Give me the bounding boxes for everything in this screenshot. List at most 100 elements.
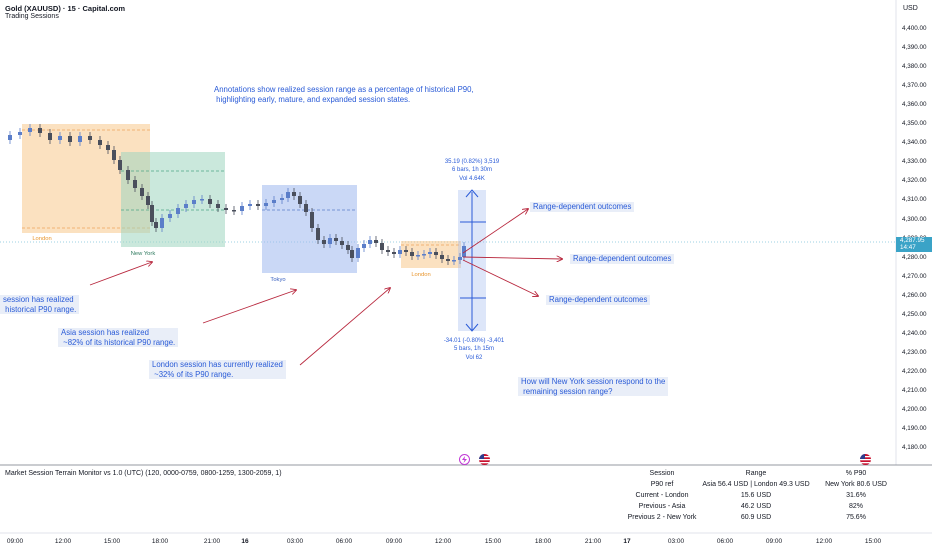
candle-body <box>380 243 384 250</box>
table-header-cell: Range <box>745 470 767 477</box>
candle-body <box>112 150 116 160</box>
time-tick-label: 06:00 <box>716 538 734 545</box>
session-label-new-york: New York <box>130 251 156 257</box>
candle-body <box>133 180 137 188</box>
price-tick-label: 4,190.00 <box>902 425 927 433</box>
candle-body <box>58 136 62 140</box>
candle-body <box>146 196 150 205</box>
candle-body <box>8 135 12 140</box>
price-tick-label: 4,280.00 <box>902 253 927 261</box>
price-tick-label: 4,320.00 <box>902 177 927 185</box>
price-tick-label: 4,230.00 <box>902 348 927 356</box>
london-realized-note[interactable]: London session has currently realized ~3… <box>149 360 286 379</box>
candle-body <box>446 259 450 261</box>
table-cell: New York 80.6 USD <box>825 481 887 488</box>
time-tick-label: 15:00 <box>103 538 121 545</box>
candle-body <box>328 238 332 244</box>
time-tick-label: 03:00 <box>286 538 304 545</box>
us-flag-icon[interactable] <box>479 454 490 465</box>
candle-body <box>458 257 462 260</box>
measure-up-bars: 6 bars, 1h 30m <box>451 167 493 174</box>
table-cell: 60.9 USD <box>740 514 772 521</box>
candle-body <box>422 254 426 256</box>
arrow-asia-note <box>202 290 296 324</box>
candle-body <box>176 208 180 214</box>
candle-body <box>398 250 402 254</box>
time-tick-label: 21:00 <box>203 538 221 545</box>
arrow-london-note <box>299 288 390 366</box>
arrow-outcome-top <box>462 209 528 254</box>
lightning-icon[interactable] <box>459 454 470 465</box>
table-header-row: Session Range % P90 <box>614 470 894 481</box>
outcome-low-note[interactable]: Range-dependent outcomes <box>546 295 651 305</box>
time-tick-label: 18:00 <box>534 538 552 545</box>
measure-down-volume: Vol 62 <box>465 354 483 361</box>
table-header-cell: % P90 <box>845 470 867 477</box>
candle-body <box>150 205 154 222</box>
price-tick-label: 4,220.00 <box>902 367 927 375</box>
candlestick-series <box>8 124 466 265</box>
price-tick-label: 4,340.00 <box>902 139 927 147</box>
symbol-title[interactable]: Gold (XAUUSD) · 15 · Capital.com <box>5 4 126 13</box>
candle-body <box>272 200 276 203</box>
current-price-value: 4,287.95 <box>900 237 925 244</box>
price-tick-label: 4,360.00 <box>902 101 927 109</box>
price-tick-label: 4,300.00 <box>902 215 927 223</box>
table-cell: 15.6 USD <box>740 492 772 499</box>
us-flag-icon[interactable] <box>860 454 871 465</box>
candle-body <box>386 250 390 252</box>
outcome-mid-note[interactable]: Range-dependent outcomes <box>570 254 675 264</box>
candle-body <box>346 245 350 250</box>
price-tick-label: 4,370.00 <box>902 82 927 90</box>
price-tick-label: 4,330.00 <box>902 158 927 166</box>
price-tick-label: 4,270.00 <box>902 272 927 280</box>
table-cell: 31.6% <box>846 492 866 499</box>
table-row: P90 ref Asia 56.4 USD | London 49.3 USD … <box>614 481 894 492</box>
measure-up-change: 35.19 (0.82%) 3,519 <box>444 159 500 165</box>
candle-body <box>240 206 244 211</box>
candle-body <box>362 244 366 248</box>
price-tick-label: 4,400.00 <box>902 25 927 32</box>
time-tick-label: 12:00 <box>434 538 452 545</box>
candle-body <box>98 140 102 145</box>
question-note[interactable]: How will New York session respond to the… <box>518 377 669 396</box>
time-tick-label: 21:00 <box>584 538 602 545</box>
candle-body <box>18 132 22 135</box>
candle-body <box>184 204 188 208</box>
candle-body <box>88 136 92 140</box>
new-york-session-box <box>121 152 225 247</box>
table-cell: Previous 2 - New York <box>627 514 697 521</box>
candle-body <box>428 252 432 254</box>
candle-body <box>216 204 220 208</box>
indicator-title[interactable]: Market Session Terrain Monitor vs 1.0 (U… <box>5 470 282 477</box>
bar-countdown: 14:47 <box>900 244 916 252</box>
time-tick-label: 09:00 <box>6 538 24 545</box>
table-row: Previous 2 - New York 60.9 USD 75.6% <box>614 514 894 525</box>
table-cell: Asia 56.4 USD | London 49.3 USD <box>702 481 810 488</box>
table-cell: 75.6% <box>846 514 866 521</box>
price-tick-label: 4,390.00 <box>902 44 927 52</box>
candle-body <box>256 204 260 206</box>
candle-body <box>440 255 444 259</box>
candle-body <box>78 136 82 142</box>
asia-realized-note[interactable]: Asia session has realized ~82% of its hi… <box>58 328 179 347</box>
header-annotation[interactable]: Annotations show realized session range … <box>214 85 474 104</box>
table-cell: 46.2 USD <box>740 503 772 510</box>
arrow-ny-note <box>89 262 152 286</box>
candle-body <box>292 192 296 196</box>
time-tick-label: 09:00 <box>385 538 403 545</box>
table-cell: Current - London <box>635 492 689 499</box>
measure-down-bars: 5 bars, 1h 15m <box>453 346 495 353</box>
ny-realized-note[interactable]: session has realized historical P90 rang… <box>0 295 80 314</box>
table-row: Current - London 15.6 USD 31.6% <box>614 492 894 503</box>
candle-body <box>48 133 52 140</box>
trading-sessions-indicator-label[interactable]: Trading Sessions <box>5 13 59 20</box>
outcome-top-note[interactable]: Range-dependent outcomes <box>530 202 635 212</box>
price-tick-label: 4,240.00 <box>902 329 927 337</box>
tokyo-session-box <box>262 185 357 273</box>
measure-down-label: -34.01 (-0.80%) -3,401 5 bars, 1h 15m Vo… <box>444 337 504 362</box>
candle-body <box>298 196 302 204</box>
candle-body <box>160 218 164 228</box>
candle-body <box>118 160 122 170</box>
